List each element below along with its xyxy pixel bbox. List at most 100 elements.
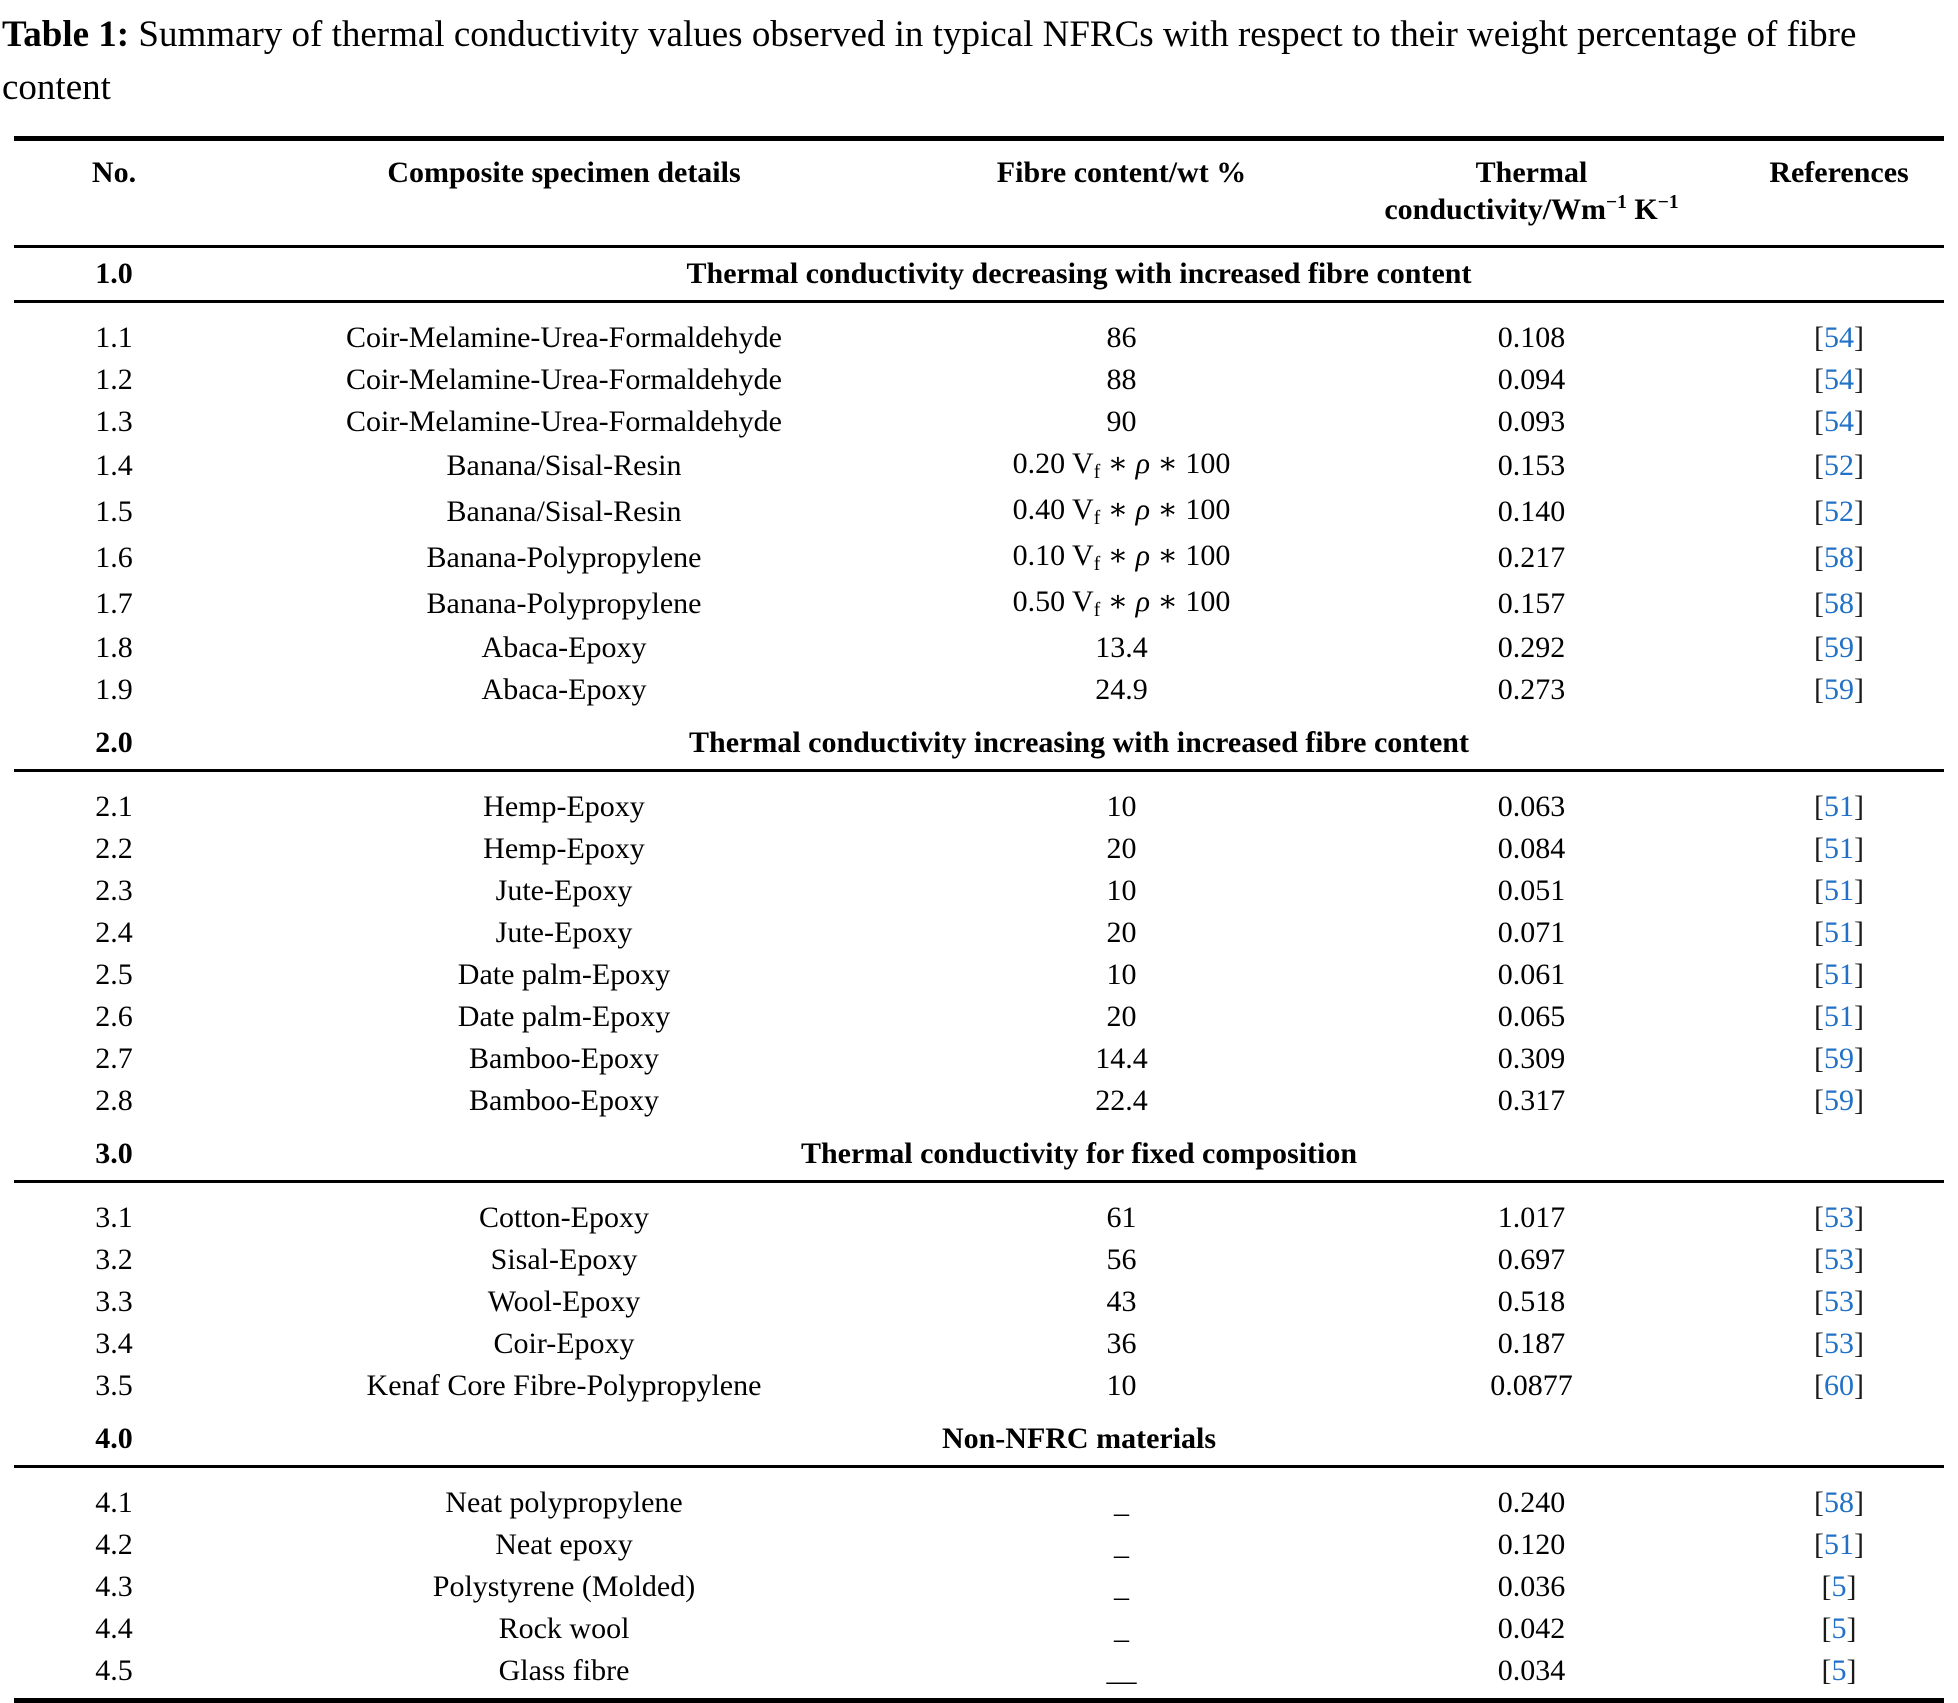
table-row: 1.1 Coir-Melamine-Urea-Formaldehyde 86 0.10… [14,302,1944,360]
specimen-cell: Banana-Polypropylene [426,541,702,574]
text-part: ρ [1135,585,1151,618]
reference-link[interactable]: 5 [1831,1612,1847,1645]
reference-link[interactable]: 52 [1824,495,1854,528]
reference-bracket-open: [ [1814,1486,1824,1519]
table-caption: Table 1: Summary of thermal conductivity… [2,8,1952,114]
fibre-content-cell: 20 [1106,832,1137,865]
reference-link[interactable]: 51 [1824,832,1854,865]
conductivity-cell: 0.0877 [1490,1369,1573,1402]
reference-cell: [5] [1734,1566,1944,1608]
text-part: 0.40 V [1012,493,1094,526]
reference-link[interactable]: 60 [1824,1369,1854,1402]
table-row: 2.3 Jute-Epoxy 10 0.051 [51] [14,870,1944,912]
fibre-content-cell: 20 [1106,1000,1137,1033]
fibre-content-cell: 56 [1106,1243,1137,1276]
table-row: 4.1 Neat polypropylene _ 0.240 [58] [14,1467,1944,1525]
reference-link[interactable]: 53 [1824,1243,1854,1276]
reference-link[interactable]: 54 [1824,363,1854,396]
reference-link[interactable]: 52 [1824,449,1854,482]
reference-cell: [52] [1734,443,1944,489]
section-row: 4.0 Non-NFRC materials [14,1413,1944,1467]
fibre-content-cell: _ [1114,1486,1129,1519]
fibre-content-cell: 10 [1106,874,1137,907]
reference-link[interactable]: 59 [1824,673,1854,706]
reference-link[interactable]: 59 [1824,1084,1854,1117]
reference-link[interactable]: 58 [1824,587,1854,620]
text-part: conductivity/Wm [1384,193,1607,226]
reference-bracket-open: [ [1814,874,1824,907]
reference-bracket-close: ] [1854,541,1864,574]
fibre-content-cell: 43 [1106,1285,1137,1318]
specimen-cell: Kenaf Core Fibre-Polypropylene [366,1369,762,1402]
text-part: 0.50 V [1012,585,1094,618]
reference-cell: [51] [1734,954,1944,996]
conductivity-cell: 0.217 [1497,541,1566,574]
reference-link[interactable]: 53 [1824,1201,1854,1234]
reference-bracket-close: ] [1854,1000,1864,1033]
conductivity-cell: 0.157 [1497,587,1566,620]
conductivity-cell: 0.108 [1497,321,1566,354]
text-part: No. [91,156,137,189]
conductivity-cell: 0.292 [1497,631,1566,664]
header-line: Thermal [1329,154,1734,191]
reference-link[interactable]: 5 [1831,1654,1847,1687]
reference-cell: [58] [1734,535,1944,581]
conductivity-cell: 0.051 [1497,874,1566,907]
reference-link[interactable]: 51 [1824,790,1854,823]
row-number: 3.5 [95,1369,133,1402]
table-row: 2.2 Hemp-Epoxy 20 0.084 [51] [14,828,1944,870]
reference-link[interactable]: 54 [1824,321,1854,354]
reference-bracket-close: ] [1854,587,1864,620]
reference-link[interactable]: 53 [1824,1327,1854,1360]
section-title: Thermal conductivity for fixed compositi… [800,1137,1358,1170]
reference-link[interactable]: 51 [1824,958,1854,991]
row-number: 3.3 [95,1285,133,1318]
conductivity-cell: 0.317 [1497,1084,1566,1117]
table-row: 4.4 Rock wool _ 0.042 [5] [14,1608,1944,1650]
reference-link[interactable]: 58 [1824,1486,1854,1519]
reference-link[interactable]: 51 [1824,1000,1854,1033]
conductivity-cell: 0.093 [1497,405,1566,438]
reference-bracket-close: ] [1854,673,1864,706]
reference-link[interactable]: 51 [1824,874,1854,907]
section-title: Thermal conductivity decreasing with inc… [686,257,1472,290]
text-part: f [1093,600,1101,622]
reference-link[interactable]: 58 [1824,541,1854,574]
reference-link[interactable]: 5 [1831,1570,1847,1603]
reference-bracket-close: ] [1854,1084,1864,1117]
reference-bracket-close: ] [1854,363,1864,396]
text-part: Fibre content/wt % [996,156,1247,189]
reference-bracket-close: ] [1854,958,1864,991]
reference-cell: [51] [1734,1524,1944,1566]
reference-bracket-open: [ [1814,958,1824,991]
reference-bracket-close: ] [1854,1285,1864,1318]
table-row: 2.7 Bamboo-Epoxy 14.4 0.309 [59] [14,1038,1944,1080]
reference-cell: [53] [1734,1281,1944,1323]
fibre-content-cell: 20 [1106,916,1137,949]
section-row: 2.0 Thermal conductivity increasing with … [14,717,1944,771]
row-number: 1.5 [95,495,133,528]
section-number: 2.0 [95,726,133,759]
section-row: 1.0 Thermal conductivity decreasing with … [14,247,1944,302]
specimen-cell: Neat epoxy [495,1528,633,1561]
reference-link[interactable]: 59 [1824,631,1854,664]
specimen-cell: Sisal-Epoxy [490,1243,638,1276]
row-number: 3.2 [95,1243,133,1276]
reference-link[interactable]: 51 [1824,1528,1854,1561]
header-line: Composite specimen details [214,154,914,191]
row-number: 3.1 [95,1201,133,1234]
specimen-cell: Bamboo-Epoxy [469,1084,659,1117]
specimen-cell: Jute-Epoxy [495,916,633,949]
reference-bracket-close: ] [1854,1243,1864,1276]
row-number: 2.8 [95,1084,133,1117]
reference-link[interactable]: 51 [1824,916,1854,949]
table-row: 2.6 Date palm-Epoxy 20 0.065 [51] [14,996,1944,1038]
table-row: 3.4 Coir-Epoxy 36 0.187 [53] [14,1323,1944,1365]
reference-link[interactable]: 54 [1824,405,1854,438]
reference-link[interactable]: 59 [1824,1042,1854,1075]
conductivity-cell: 0.084 [1497,832,1566,865]
reference-link[interactable]: 53 [1824,1285,1854,1318]
reference-bracket-open: [ [1814,832,1824,865]
reference-cell: [51] [1734,870,1944,912]
specimen-cell: Coir-Epoxy [493,1327,635,1360]
